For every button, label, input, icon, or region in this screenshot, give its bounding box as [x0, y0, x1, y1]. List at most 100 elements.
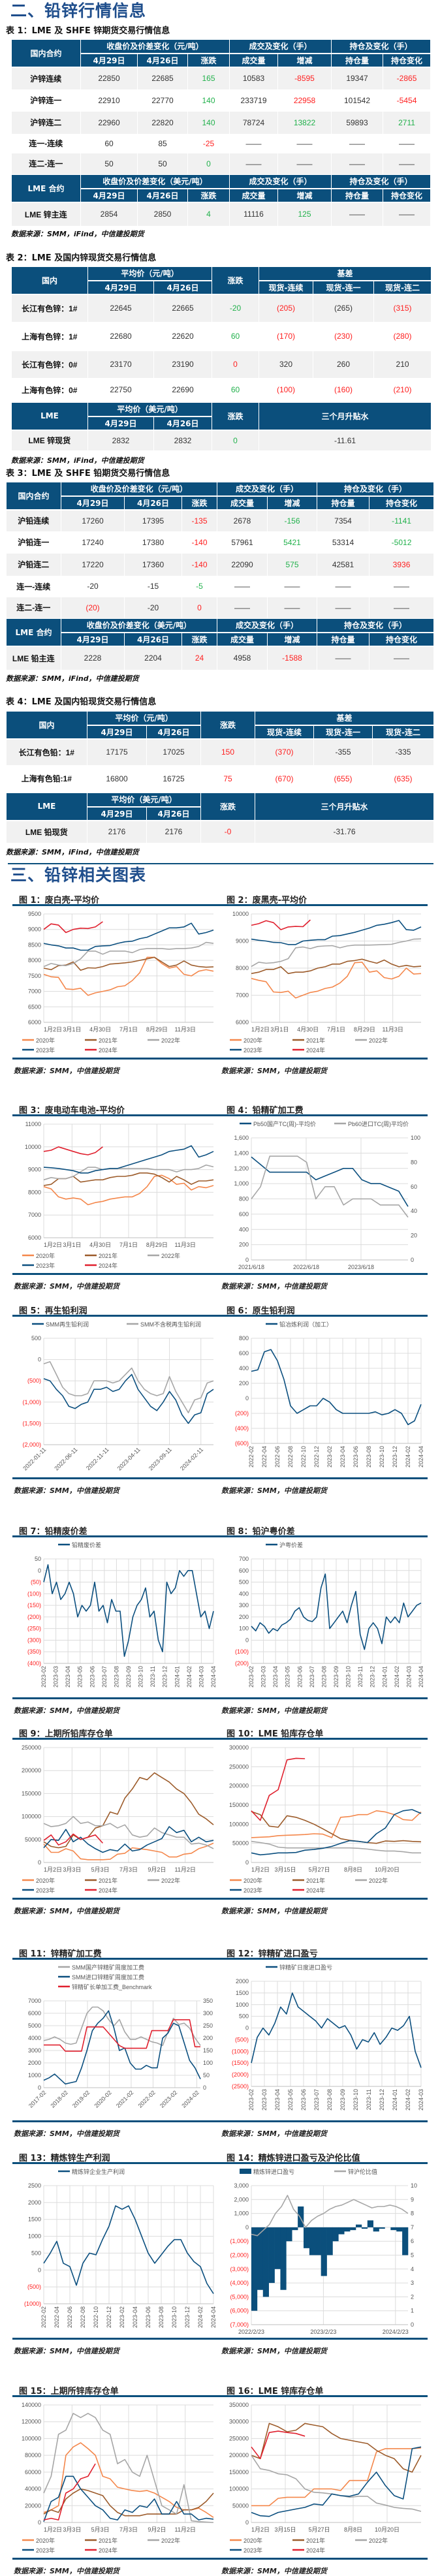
- figure-bottom-rule: [220, 1898, 428, 1900]
- x-tick-label: 2023-08: [113, 1666, 119, 1688]
- y2-tick-label: 300: [203, 2010, 213, 2017]
- x-tick-label: 2023-08: [366, 1446, 372, 1468]
- y-tick-label: 100: [239, 1626, 249, 1632]
- cell: 42581: [317, 553, 370, 576]
- x-tick-label: 2023-12: [162, 1666, 168, 1688]
- y-tick-label: 150000: [229, 2469, 249, 2475]
- cell: 0: [187, 153, 230, 175]
- legend-label: 2021年: [306, 1877, 325, 1884]
- y2-tick-label: 40: [411, 1208, 417, 1214]
- y-tick-label: 9000: [28, 1167, 41, 1173]
- series-line-4: [251, 2446, 422, 2517]
- cell: -0: [200, 820, 256, 843]
- bar: [402, 2227, 409, 2255]
- chart: (400) (350) (300) (250) (200) (150) (100) (50) 0…: [27, 1541, 217, 1688]
- legend-label: 2021年: [99, 2537, 118, 2544]
- x-tick-label: 2022-02: [136, 2089, 156, 2109]
- subheader-cell: 成交量: [217, 632, 268, 647]
- y-tick-label: 1000: [236, 2002, 249, 2008]
- figure-bottom-rule: [12, 2120, 220, 2122]
- header-basis: 基差: [259, 266, 432, 281]
- series-line-5: [251, 919, 311, 930]
- x-tick-label: 2023-11: [357, 1666, 364, 1687]
- legend-item: 2022年: [355, 1877, 388, 1884]
- x-tick-label: 1月2日: [44, 1242, 62, 1248]
- cell: 575: [267, 553, 318, 576]
- x-tick-label: 2023-10: [353, 2089, 359, 2111]
- x-tick-label: 2023-02: [326, 1446, 333, 1468]
- y2-tick-label: 6: [411, 2238, 414, 2244]
- x-tick-label: 2023-07: [309, 1666, 315, 1688]
- series-line-1: [251, 1810, 422, 1838]
- cell: 11116: [229, 202, 278, 226]
- cell: (230): [313, 321, 375, 351]
- y-tick-label: 7000: [28, 1998, 41, 2004]
- legend-label: 2024年: [99, 1887, 118, 1894]
- cell: ——: [369, 646, 435, 670]
- figure: 图 9：上期所铅库存仓单 0 50000 100000 150000 200000 2500…: [12, 1727, 220, 1916]
- cell: (655): [313, 764, 373, 793]
- y2-tick-label: 4: [411, 2266, 414, 2272]
- cell: -140: [181, 531, 217, 554]
- cell: (670): [255, 764, 315, 793]
- x-tick-label: 2023-11: [149, 1666, 156, 1687]
- y-tick-label: 8000: [28, 957, 41, 964]
- series-line-4: [251, 920, 422, 945]
- figure-bottom-rule: [220, 1058, 428, 1060]
- y-tick-label: 300000: [229, 1744, 249, 1751]
- x-tick-label: 5月3日: [91, 1866, 110, 1873]
- legend-item: 2022年: [355, 1037, 388, 1044]
- figure-title: 图 6：原生铅利润: [227, 1306, 295, 1316]
- y2-tick-label: 50: [203, 2072, 210, 2079]
- cell: 17220: [61, 553, 125, 576]
- bar: [321, 2227, 327, 2276]
- y-tick-label: 100000: [229, 1821, 249, 1827]
- cell: -5: [181, 575, 217, 597]
- bar: [361, 2227, 368, 2229]
- y-tick-label: (2,000): [22, 1441, 41, 1448]
- legend-swatch: [240, 2169, 251, 2174]
- figure: 图 10：LME 铅库存仓单 0 50000 100000 150000 200000 25…: [220, 1727, 428, 1916]
- x-tick-label: 11月3日: [174, 1242, 195, 1248]
- header-contract: 国内: [11, 266, 88, 295]
- table-row-lme: LME 铅现货 2176 2176 -0 -31.76: [6, 820, 435, 843]
- subheader-cell: 现货-连二: [373, 280, 432, 295]
- cell: 2228: [61, 646, 125, 670]
- y-tick-label: (6,000): [230, 2308, 249, 2314]
- x-tick-label: 5月27日: [308, 2526, 330, 2533]
- y-tick-label: 250000: [229, 1763, 249, 1770]
- y-tick-label: 1,000: [234, 2210, 249, 2217]
- figure-bottom-rule: [12, 2558, 220, 2560]
- cell: -25: [187, 133, 230, 153]
- legend-label: 2022年: [161, 1877, 180, 1884]
- y-tick-label: (2,000): [230, 2252, 249, 2259]
- y-tick-label: 6000: [28, 1234, 41, 1241]
- bar: [356, 2224, 362, 2227]
- legend-item: 2021年: [85, 1037, 118, 1044]
- legend-item: 2023年: [230, 1046, 262, 1054]
- header-volume-group: 成交及变化（手）: [216, 618, 318, 633]
- x-tick-label: 2022-01-11: [22, 1446, 47, 1471]
- cell: 60: [212, 377, 260, 403]
- legend-label: 2022年: [161, 1252, 180, 1259]
- chart: 6000 6500 7000 7500 8000 8500 9000 9500 1月2日 3月1日…: [22, 911, 214, 1054]
- cell: ——: [383, 202, 432, 226]
- legend-item: Pb60进口TC(周)平均价: [334, 1120, 409, 1127]
- data-source-note: 数据来源：SMM，中信建投期货: [221, 2567, 327, 2575]
- x-tick-label: 2023-08: [321, 1666, 327, 1688]
- figure-top-rule: [12, 1535, 220, 1537]
- legend-item: 2021年: [292, 1877, 325, 1884]
- x-tick-label: 2023-08: [326, 2089, 333, 2111]
- subheader-cell: 4月26日: [124, 632, 182, 647]
- series-line-3: [251, 938, 422, 967]
- cell: 165: [187, 67, 230, 89]
- cell: 22690: [153, 377, 213, 403]
- bar: [326, 2227, 333, 2255]
- figure-bottom-rule: [12, 1477, 220, 1479]
- y-tick-label: 8000: [28, 1189, 41, 1195]
- y-tick-label: 200: [239, 1380, 249, 1387]
- figure: 图 1：废白壳-平均价 6000 6500 7000 7500 8000 8500 9000 9…: [12, 893, 220, 1076]
- series-line-3: [44, 2019, 200, 2052]
- y-tick-label: 3000: [28, 2047, 41, 2054]
- header-change: 涨跌: [212, 266, 260, 295]
